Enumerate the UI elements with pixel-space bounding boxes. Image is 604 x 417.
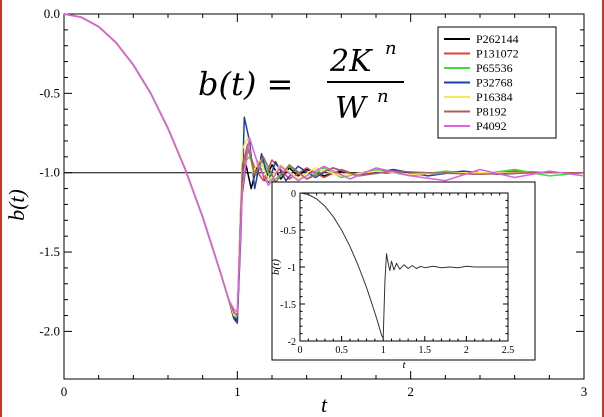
legend-label-p4092: P4092 [476, 119, 507, 133]
x-tick-label: 3 [581, 384, 588, 399]
inset-background [271, 181, 536, 361]
inset-x-tick-label: 2 [464, 345, 469, 356]
x-tick-label: 0 [61, 384, 68, 399]
x-axis-label: t [321, 392, 328, 417]
inset-x-axis-label: t [402, 359, 406, 371]
inset-y-tick-label: -1 [288, 263, 296, 274]
y-tick-label: -0.5 [39, 85, 60, 100]
inset-y-tick-label: -0.5 [280, 226, 296, 237]
inset-series-line-inset [299, 192, 508, 339]
equation-numerator-exp: n [385, 38, 397, 59]
inset-chart: 0 0.5 1 1.5 2 2.5 0 -0.5 -1 -1.5 -2 t b(t) [270, 181, 536, 371]
legend-label-p16384: P16384 [476, 90, 513, 104]
inset-axes: 0 0.5 1 1.5 2 2.5 0 -0.5 -1 -1.5 -2 [280, 189, 514, 356]
equation-numerator-base: 2K [329, 44, 373, 79]
inset-x-tick-label: 0 [298, 345, 303, 356]
legend-label-p8192: P8192 [476, 105, 507, 119]
inset-y-tick-label: 0 [291, 189, 296, 200]
main-axes: 0 1 2 3 0.0 -0.5 -1.0 -1.5 -2.0 [39, 6, 587, 399]
x-tick-label: 1 [234, 384, 241, 399]
equation-denominator-exp: n [377, 86, 389, 107]
legend-label-p262144: P262144 [476, 32, 519, 46]
legend-label-p32768: P32768 [476, 76, 513, 90]
y-tick-label: -1.5 [39, 244, 60, 259]
inset-x-tick-label: 1 [381, 345, 386, 356]
inset-y-axis-label: b(t) [270, 259, 282, 275]
equation: b(t) = 2K n W n [198, 38, 404, 126]
inset-y-tick-label: -1.5 [280, 300, 296, 311]
equation-denominator-base: W [335, 91, 368, 126]
main-series-group [63, 13, 585, 325]
y-axis-label: b(t) [4, 189, 29, 221]
legend-label-p65536: P65536 [476, 61, 513, 75]
series-line-p4092 [63, 13, 585, 314]
y-tick-label: 0.0 [44, 6, 60, 21]
y-tick-label: -2.0 [39, 323, 60, 338]
x-tick-label: 2 [407, 384, 414, 399]
inset-y-tick-label: -2 [288, 337, 296, 348]
equation-lhs: b(t) = [198, 65, 293, 103]
inset-x-tick-label: 0.5 [335, 345, 348, 356]
inset-series-group [299, 192, 508, 339]
legend-label-p131072: P131072 [476, 47, 519, 61]
inset-x-tick-label: 2.5 [502, 345, 515, 356]
y-tick-label: -1.0 [39, 165, 60, 180]
legend: P262144P131072P65536P32768P16384P8192P40… [437, 26, 557, 139]
inset-x-tick-label: 1.5 [419, 345, 432, 356]
